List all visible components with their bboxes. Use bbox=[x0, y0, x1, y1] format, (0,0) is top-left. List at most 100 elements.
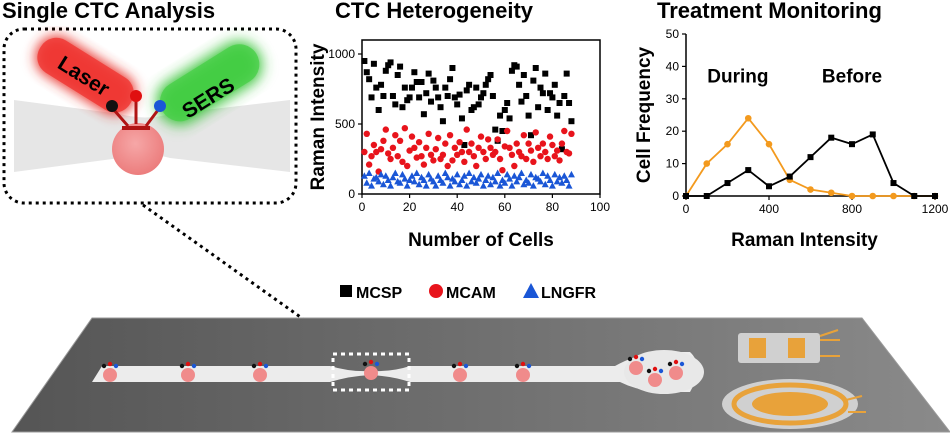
mcsp-point bbox=[485, 76, 492, 83]
mcsp-point bbox=[516, 81, 523, 88]
mcsp-point bbox=[480, 90, 487, 97]
during-point bbox=[827, 189, 835, 197]
line-x-tick-label: 800 bbox=[842, 202, 862, 216]
lngfr-point bbox=[396, 179, 404, 186]
lngfr-point bbox=[479, 182, 487, 189]
during-point bbox=[890, 192, 897, 200]
mcsp-point bbox=[451, 94, 458, 101]
before-point bbox=[911, 193, 918, 199]
mcam-point bbox=[361, 148, 368, 156]
lngfr-point bbox=[484, 172, 492, 179]
mcsp-point bbox=[556, 100, 563, 106]
mcam-point bbox=[444, 162, 451, 170]
mcsp-point bbox=[475, 101, 482, 108]
mcam-point bbox=[420, 161, 428, 168]
mcam-point bbox=[380, 137, 387, 144]
mcam-point bbox=[406, 147, 413, 154]
lngfr-point bbox=[387, 182, 395, 189]
lngfr-point bbox=[515, 173, 523, 181]
lngfr-point bbox=[382, 172, 390, 179]
lngfr-point bbox=[398, 170, 406, 178]
lngfr-point bbox=[415, 180, 423, 188]
before-annotation: Before bbox=[822, 67, 882, 88]
mcam-point bbox=[527, 147, 535, 154]
mcsp-point bbox=[439, 118, 446, 125]
lngfr-point bbox=[541, 180, 549, 188]
chip-body bbox=[11, 317, 950, 433]
mcam-point bbox=[389, 144, 397, 151]
chip-channel bbox=[92, 352, 698, 392]
mcsp-point bbox=[492, 126, 499, 133]
line-x-axis-title: Raman Intensity bbox=[731, 230, 878, 251]
lngfr-point bbox=[537, 177, 544, 185]
mcam-point bbox=[484, 136, 492, 143]
lngfr-point bbox=[379, 180, 387, 188]
lngfr-point bbox=[422, 182, 430, 189]
mcam-point bbox=[487, 144, 494, 151]
lngfr-point bbox=[539, 169, 547, 176]
chip-chamber bbox=[624, 350, 704, 394]
lngfr-point bbox=[517, 169, 525, 176]
mcsp-point bbox=[397, 63, 404, 70]
mcam-point bbox=[506, 144, 513, 151]
lngfr-point bbox=[456, 180, 464, 188]
lngfr-point bbox=[503, 170, 511, 178]
heterogeneity-title: CTC Heterogeneity bbox=[335, 0, 534, 23]
lngfr-point bbox=[553, 177, 561, 185]
legend-mcsp-label: MCSP bbox=[356, 285, 403, 302]
mcsp-point bbox=[378, 81, 385, 88]
line-x-tick-label: 400 bbox=[759, 202, 779, 216]
mcam-point bbox=[499, 167, 506, 174]
lngfr-point bbox=[391, 169, 399, 176]
mcsp-point bbox=[506, 115, 513, 122]
lngfr-point bbox=[470, 173, 478, 181]
mcsp-point bbox=[413, 79, 420, 85]
lngfr-point bbox=[527, 170, 535, 178]
mcsp-point bbox=[537, 84, 544, 91]
heterogeneity-scatter-chart: Raman Intensity Number of Cells 0 20 40 60 8… bbox=[308, 39, 610, 251]
mcam-point bbox=[392, 132, 399, 139]
lngfr-point bbox=[425, 170, 433, 178]
scatter-y-tick-label: 0 bbox=[348, 187, 355, 201]
lngfr-point bbox=[508, 182, 516, 189]
lngfr-point bbox=[565, 182, 573, 189]
laser-beam bbox=[35, 35, 136, 115]
mcam-point bbox=[373, 148, 380, 156]
monitoring-title: Treatment Monitoring bbox=[657, 0, 882, 23]
during-point bbox=[807, 186, 814, 193]
lngfr-point bbox=[563, 176, 571, 183]
mcsp-point bbox=[363, 69, 370, 76]
mcsp-point bbox=[563, 70, 570, 77]
mcsp-point bbox=[361, 58, 368, 64]
mcsp-point bbox=[420, 111, 427, 118]
mcam-point bbox=[382, 126, 389, 133]
mcam-point bbox=[482, 155, 489, 163]
lngfr-point bbox=[375, 177, 383, 185]
scatter-plot-frame bbox=[361, 39, 601, 195]
lngfr-point bbox=[413, 169, 421, 176]
mcsp-point bbox=[487, 72, 494, 78]
mcsp-point bbox=[568, 118, 575, 125]
mcsp-point bbox=[551, 81, 558, 88]
mcsp-point bbox=[482, 81, 489, 88]
mcam-point bbox=[449, 157, 456, 164]
mcam-point bbox=[468, 140, 475, 147]
mcsp-point bbox=[366, 76, 373, 83]
mcsp-point bbox=[418, 79, 425, 85]
line-y-tick-label: 50 bbox=[666, 28, 680, 41]
lngfr-point bbox=[384, 176, 392, 183]
mcsp-point bbox=[499, 128, 506, 134]
legend-lngfr-label: LNGFR bbox=[541, 285, 597, 302]
scatter-y-tick-label: 500 bbox=[335, 117, 355, 131]
mcsp-point bbox=[416, 94, 423, 101]
during-point bbox=[703, 160, 711, 167]
mcsp-point bbox=[554, 112, 561, 119]
before-point bbox=[890, 180, 897, 187]
legend-mcam-marker bbox=[429, 284, 443, 298]
scatter-x-axis-title: Number of Cells bbox=[408, 230, 554, 251]
mcsp-point bbox=[392, 101, 399, 108]
lngfr-point bbox=[510, 172, 518, 179]
mcam-point bbox=[396, 137, 404, 144]
lngfr-point bbox=[403, 182, 411, 189]
lngfr-point bbox=[410, 177, 418, 185]
